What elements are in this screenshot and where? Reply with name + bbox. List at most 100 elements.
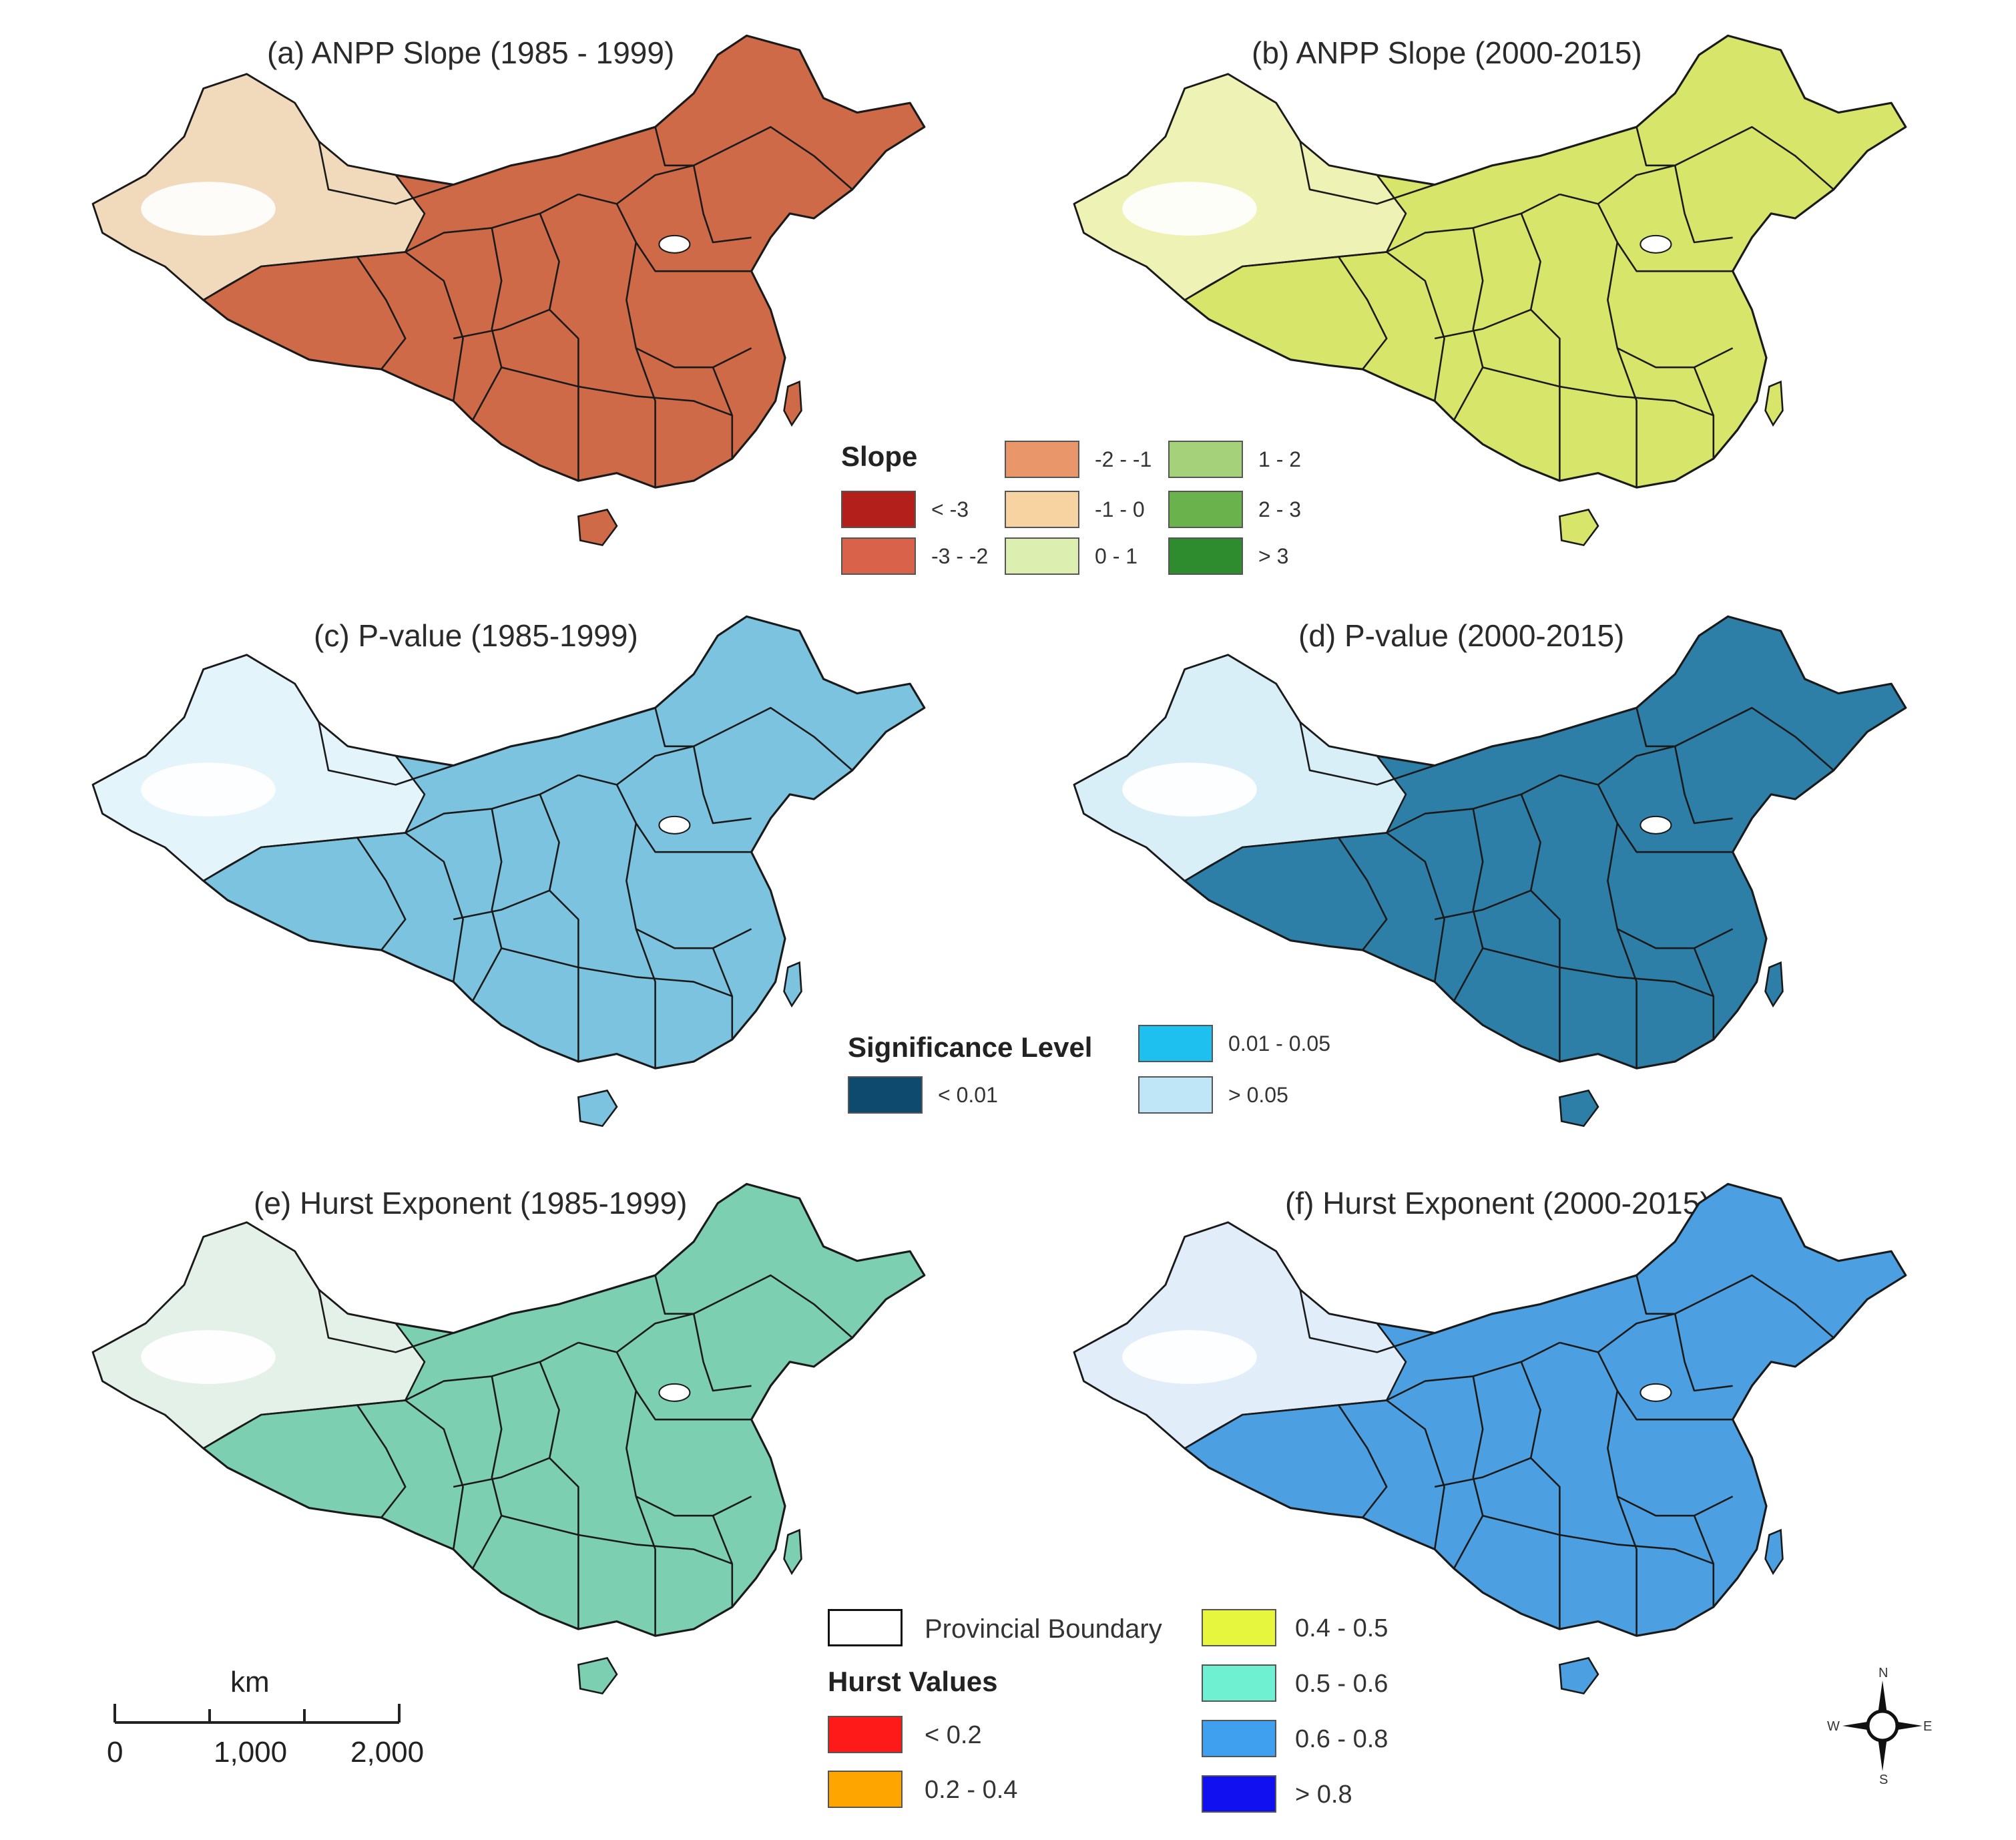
slope-swatch (841, 537, 916, 575)
provincial-boundary (539, 794, 579, 1062)
provincial-boundary (712, 1515, 734, 1607)
scale-bar-tick-0: 0 (107, 1736, 123, 1769)
provincial-boundary (1607, 823, 1734, 949)
hurst-legend-label: 0.4 - 0.5 (1295, 1614, 1389, 1642)
scale-bar-tick-1: 1,000 (214, 1736, 288, 1769)
provincial-boundary (471, 1376, 503, 1570)
significance-legend-label: < 0.01 (938, 1083, 998, 1107)
china-map-f (1073, 1182, 1907, 1695)
significance-legend-item-2 (1138, 1076, 1213, 1114)
hurst-legend-item-3 (1202, 1664, 1276, 1702)
hurst-swatch (1202, 1775, 1276, 1813)
provincial-boundary (654, 1275, 694, 1315)
northwest-region (1073, 654, 1407, 882)
provincial-boundary (1338, 837, 1388, 951)
provincial-boundary (654, 126, 694, 167)
provincial-boundary (501, 947, 733, 997)
bohai-sea (1640, 1383, 1672, 1402)
provincial-boundary (1434, 889, 1531, 921)
provincial-boundary (1299, 1289, 1435, 1353)
provincial-boundary (1453, 1376, 1484, 1570)
significance-legend-label: 0.01 - 0.05 (1228, 1031, 1330, 1056)
china-map-b (1073, 34, 1907, 547)
slope-swatch (841, 491, 916, 528)
scale-bar (113, 1704, 401, 1724)
provincial-boundary (1616, 1496, 1637, 1636)
provincial-boundary (1693, 1515, 1715, 1607)
provincial-boundary (692, 165, 752, 244)
hurst-legend-label: 0.5 - 0.6 (1295, 1670, 1389, 1698)
hurst-legend-item-5 (1202, 1775, 1276, 1813)
provincial-boundary (1453, 228, 1484, 421)
bohai-sea (658, 815, 691, 835)
provincial-boundary (1559, 774, 1733, 853)
provincial-boundary (1453, 809, 1484, 1002)
hurst-legend-item-2 (1202, 1609, 1276, 1646)
slope-legend-item-0 (841, 491, 916, 528)
bohai-sea (658, 234, 691, 254)
provincial-boundary (318, 1289, 454, 1353)
provincial-boundary (1616, 928, 1637, 1069)
northwest-region (1073, 1221, 1407, 1449)
significance-legend-title: Significance Level (848, 1031, 1093, 1063)
map-title-c: (c) P-value (1985-1999) (314, 618, 638, 653)
provincial-boundary (1338, 256, 1388, 370)
provincial-boundary (712, 947, 734, 1040)
provincial-boundary (1338, 1404, 1388, 1518)
hurst-legend-label: 0.6 - 0.8 (1295, 1725, 1389, 1753)
taiwan-island (783, 1528, 802, 1576)
provincial-boundary (1635, 707, 1676, 748)
slope-legend-title: Slope (841, 441, 918, 472)
provincial-boundary (1616, 347, 1637, 488)
bohai-sea (658, 1383, 691, 1402)
slope-legend-item-5 (1168, 441, 1243, 478)
compass-n: N (1878, 1666, 1888, 1680)
taiwan-island (1764, 380, 1784, 427)
northwest-region (1073, 73, 1407, 301)
compass-e: E (1923, 1719, 1933, 1734)
northwest-region (91, 654, 426, 882)
desert-region (1122, 182, 1257, 236)
provincial-boundary (1674, 165, 1733, 244)
provincial-boundary (318, 141, 454, 205)
provincial-boundary (616, 706, 853, 786)
scale-bar-unit: km (230, 1666, 270, 1698)
significance-legend-item-1 (1138, 1025, 1213, 1062)
hainan-island (577, 1656, 618, 1695)
hurst-legend-item-1 (828, 1771, 903, 1808)
china-map-d (1073, 615, 1907, 1128)
hurst-legend-item-4 (1202, 1720, 1276, 1757)
slope-legend-label: -2 - -1 (1095, 447, 1152, 471)
provincial-boundary (501, 1514, 733, 1565)
provincial-boundary (471, 228, 503, 421)
compass-s: S (1879, 1773, 1888, 1787)
provincial-boundary (578, 193, 752, 272)
slope-legend-item-2 (1005, 441, 1079, 478)
hainan-island (577, 1089, 618, 1128)
provincial-boundary (471, 809, 503, 1002)
provincial-boundary (1635, 1275, 1676, 1315)
map-title-a: (a) ANPP Slope (1985 - 1999) (267, 35, 675, 70)
provincial-boundary (625, 823, 752, 949)
provincial-boundary (1607, 1390, 1734, 1517)
provincial-boundary (1520, 1361, 1561, 1630)
provincial-boundary (1597, 1274, 1834, 1353)
provincial-boundary (453, 1457, 550, 1488)
hurst-legend-label: < 0.2 (925, 1721, 982, 1749)
hurst-legend-label: 0.2 - 0.4 (925, 1776, 1018, 1804)
provincial-boundary (1520, 213, 1561, 481)
taiwan-island (1764, 1528, 1784, 1576)
slope-swatch (1005, 441, 1079, 478)
provincial-boundary (1607, 242, 1734, 369)
provincial-boundary (692, 1313, 752, 1392)
provincial-boundary (1559, 1341, 1733, 1421)
provincial-boundary (1299, 722, 1435, 786)
map-title-d: (d) P-value (2000-2015) (1298, 618, 1625, 653)
taiwan-island (1764, 961, 1784, 1008)
desert-region (1122, 762, 1257, 817)
provincial-boundary (356, 256, 407, 370)
slope-swatch (1168, 441, 1243, 478)
provincial-boundary (453, 308, 550, 340)
slope-swatch (1168, 537, 1243, 575)
provincial-boundary (692, 746, 752, 825)
